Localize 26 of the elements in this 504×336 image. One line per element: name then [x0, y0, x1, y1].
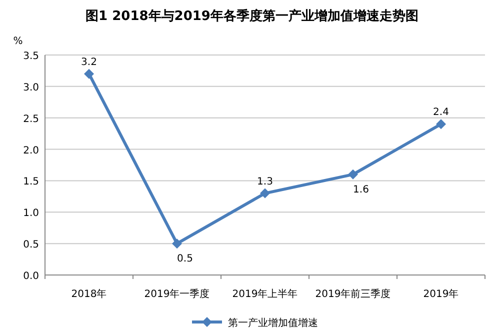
- legend-label: 第一产业增加值增速: [228, 317, 318, 329]
- y-tick-label: 0.0: [23, 271, 39, 282]
- y-tick-label: 3.5: [23, 51, 39, 62]
- data-label: 3.2: [81, 56, 97, 68]
- point: [436, 119, 446, 130]
- x-tick-label: 2019年一季度: [144, 288, 210, 300]
- y-tick-label: 1.0: [23, 208, 39, 220]
- y-tick-label: 2.5: [23, 114, 39, 125]
- chart-title: 图1 2018年与2019年各季度第一产业增加值增速走势图: [86, 8, 418, 24]
- data-label: 1.6: [353, 184, 369, 196]
- x-tick-label: 2018年: [71, 288, 107, 300]
- point: [348, 169, 358, 180]
- point: [260, 188, 270, 198]
- y-tick-label: 3.0: [23, 82, 39, 94]
- point: [172, 238, 182, 249]
- data-label: 0.5: [177, 254, 193, 265]
- x-tick-label: 2019年上半年: [232, 288, 298, 300]
- y-tick-label: 1.5: [23, 176, 39, 188]
- point: [84, 68, 94, 79]
- data-label: 1.3: [257, 176, 273, 188]
- y-axis-title: %: [13, 36, 23, 47]
- y-tick-label: 0.5: [23, 240, 39, 251]
- y-tick-label: 2.0: [23, 145, 39, 156]
- x-tick-label: 2019年: [423, 288, 459, 300]
- data-label: 2.4: [433, 107, 449, 118]
- x-tick-label: 2019年前三季度: [315, 288, 391, 300]
